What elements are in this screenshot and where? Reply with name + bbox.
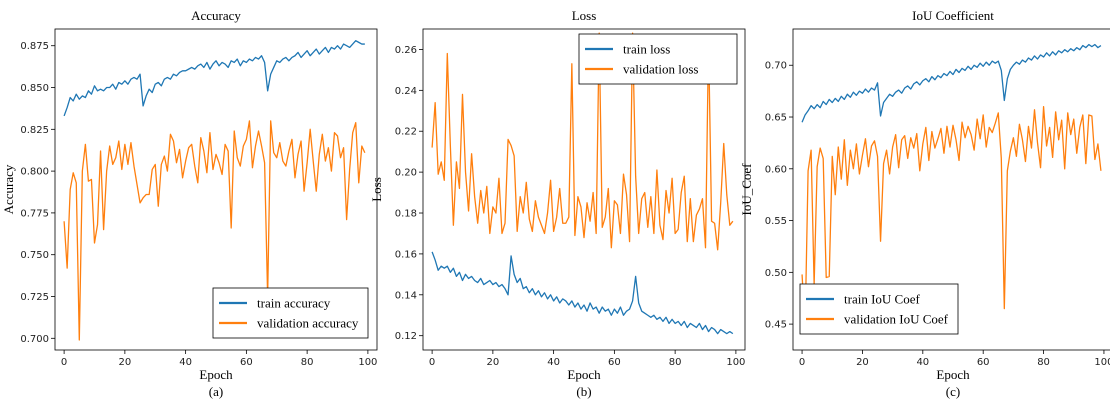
legend: train IoU Coef validation IoU Coef — [799, 283, 959, 335]
y-tick-label: 0.65 — [765, 113, 787, 124]
y-tick-label: 0.55 — [765, 216, 787, 227]
x-tick-label: 0 — [61, 357, 67, 368]
x-tick-label: 40 — [547, 357, 560, 368]
legend-box — [799, 283, 959, 335]
x-tick-label: 40 — [179, 357, 192, 368]
y-tick-label: 0.60 — [765, 164, 787, 175]
panel-caption: (c) — [946, 384, 960, 399]
x-tick-label: 40 — [916, 357, 929, 368]
y-tick-label: 0.875 — [20, 41, 49, 52]
legend-box — [212, 287, 369, 339]
y-tick-label: 0.12 — [395, 331, 417, 342]
x-tick-label: 60 — [977, 357, 990, 368]
series-line-validation — [63, 120, 366, 341]
x-tick-label: 60 — [240, 357, 253, 368]
accuracy-panel: Accuracy 0 20 40 60 80 100 0.700 0.725 0.750 0.775… — [1, 8, 377, 399]
y-tick-label: 0.24 — [395, 86, 417, 97]
legend: train accuracy validation accuracy — [212, 287, 369, 339]
x-tick-label: 80 — [301, 357, 314, 368]
legend-label: validation loss — [623, 62, 698, 77]
x-tick-label: 60 — [608, 357, 621, 368]
x-tick-label: 100 — [726, 357, 745, 368]
y-axis-label: Loss — [369, 177, 384, 202]
y-tick-label: 0.850 — [20, 83, 49, 94]
y-tick-label: 0.50 — [765, 268, 787, 279]
x-tick-label: 20 — [487, 357, 500, 368]
x-tick-label: 80 — [669, 357, 682, 368]
x-axis-label: Epoch — [199, 367, 233, 382]
y-tick-label: 0.775 — [20, 208, 49, 219]
y-tick-label: 0.700 — [20, 334, 49, 345]
y-axis-label: Accuracy — [1, 164, 16, 214]
x-tick-label: 100 — [358, 357, 377, 368]
legend-label: validation IoU Coef — [844, 312, 949, 327]
iou-panel: IoU Coefficient 0 20 40 60 80 100 0.45 0.50 0.55 0… — [739, 8, 1110, 399]
y-axis-label: IoU_Coef — [739, 163, 754, 216]
panel-caption: (b) — [576, 384, 591, 399]
y-tick-label: 0.16 — [395, 249, 417, 260]
y-tick-label: 0.725 — [20, 292, 49, 303]
y-tick-label: 0.800 — [20, 167, 49, 178]
loss-panel: Loss 0 20 40 60 80 100 0.12 0.14 0.16 0.18 0.20 0.22… — [369, 8, 745, 399]
legend-label: train accuracy — [257, 296, 331, 311]
y-tick-label: 0.45 — [765, 320, 787, 331]
series-line-train — [63, 40, 365, 117]
legend-label: train IoU Coef — [844, 292, 920, 307]
y-tick-label: 0.22 — [395, 127, 417, 138]
chart-title: Accuracy — [191, 8, 241, 23]
x-tick-label: 80 — [1037, 357, 1050, 368]
legend-label: validation accuracy — [257, 316, 359, 331]
x-tick-label: 20 — [119, 357, 132, 368]
y-tick-label: 0.20 — [395, 168, 417, 179]
y-tick-label: 0.26 — [395, 45, 417, 56]
y-tick-label: 0.825 — [20, 125, 49, 136]
y-tick-label: 0.70 — [765, 61, 787, 72]
x-axis-label: Epoch — [936, 367, 970, 382]
x-tick-label: 100 — [1094, 357, 1110, 368]
series-line-train — [431, 251, 734, 335]
series-line-validation — [431, 32, 734, 251]
legend: train loss validation loss — [578, 33, 738, 85]
x-tick-label: 0 — [799, 357, 805, 368]
y-tick-label: 0.18 — [395, 209, 417, 220]
y-tick-label: 0.14 — [395, 290, 417, 301]
y-tick-label: 0.750 — [20, 250, 49, 261]
chart-title: Loss — [572, 8, 597, 23]
x-axis-label: Epoch — [567, 367, 601, 382]
series-line-validation — [801, 106, 1102, 330]
chart-title: IoU Coefficient — [912, 8, 994, 23]
series-line-train — [801, 43, 1102, 123]
x-tick-label: 20 — [856, 357, 869, 368]
legend-label: train loss — [623, 42, 670, 57]
legend-box — [578, 33, 738, 85]
x-tick-label: 0 — [429, 357, 435, 368]
panel-caption: (a) — [209, 384, 223, 399]
